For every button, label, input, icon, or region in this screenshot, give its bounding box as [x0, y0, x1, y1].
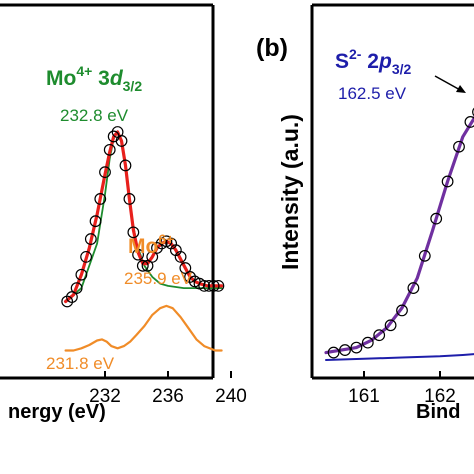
panel-b: (b) Intensity (a.u.) 161 162 S2- 2p3/2 16…: [256, 3, 474, 423]
data-point: [136, 259, 149, 272]
data-point: [407, 282, 420, 294]
data-point: [174, 250, 187, 263]
series-s2-2p3-2: [324, 115, 474, 355]
data-point: [75, 268, 88, 281]
data-point: [89, 215, 102, 228]
data-point: [94, 192, 107, 205]
panel-b-x-label: Bind: [416, 401, 460, 423]
x-tick-label-162: 162: [424, 386, 456, 407]
data-point: [84, 233, 97, 245]
data-point: [80, 250, 92, 263]
data-point: [441, 175, 454, 188]
data-point: [396, 304, 408, 317]
s2-arrow-line: [434, 75, 463, 92]
mo6-energy: 235.9 eV: [124, 269, 193, 288]
x-tick-label-236: 236: [152, 386, 184, 407]
data-point: [127, 226, 140, 239]
panel-a-x-label: nergy (eV): [8, 401, 106, 423]
mo6-label: Mo6+: [128, 231, 174, 258]
data-point: [464, 116, 474, 128]
data-point: [350, 341, 363, 354]
panel-a: 232 236 240 Mo4+ 3d3/2 232.8 eV Mo6+ 235.9…: [0, 3, 247, 423]
data-point: [203, 279, 215, 292]
data-point: [141, 259, 154, 272]
s2-label: S2- 2p3/2: [335, 46, 411, 77]
data-point: [66, 291, 78, 303]
data-points: [327, 107, 474, 359]
data-point: [373, 329, 386, 342]
data-point: [115, 135, 128, 147]
data-point: [179, 262, 192, 274]
panel-b-plot: [324, 107, 474, 361]
data-points: [61, 126, 225, 308]
s2-arrow-head: [456, 85, 466, 93]
data-point: [384, 319, 397, 332]
data-point: [207, 279, 220, 292]
x-tick-label-232: 232: [89, 386, 121, 407]
data-point: [418, 249, 431, 262]
mo4-energy: 232.8 eV: [60, 106, 129, 125]
data-point: [453, 140, 465, 153]
data-point: [430, 212, 443, 225]
panel-a-plot: [61, 126, 225, 352]
panel-b-x-ticks: 161 162: [348, 371, 456, 407]
data-point: [198, 279, 211, 292]
data-point: [70, 282, 83, 295]
s2-energy: 162.5 eV: [338, 84, 407, 103]
data-point: [99, 166, 111, 179]
panel-a-x-ticks: 232 236 240: [89, 371, 247, 407]
data-point: [103, 143, 116, 156]
data-point: [123, 192, 136, 205]
data-point: [119, 159, 132, 172]
panel-b-label: (b): [256, 34, 288, 62]
data-point: [132, 248, 144, 261]
data-point: [361, 336, 374, 349]
data-point: [472, 107, 474, 117]
mo4-label: Mo4+ 3d3/2: [46, 63, 142, 94]
series-baseline: [325, 353, 474, 361]
data-point: [146, 250, 159, 263]
data-point: [327, 346, 340, 359]
x-tick-label-240: 240: [215, 386, 247, 407]
x-tick-label-161: 161: [348, 386, 380, 407]
data-point: [212, 279, 225, 292]
panel-b-y-label: Intensity (a.u.): [277, 114, 303, 270]
series-mo6: [64, 304, 223, 352]
data-point: [339, 344, 351, 356]
low-energy-label: 231.8 eV: [46, 354, 115, 373]
